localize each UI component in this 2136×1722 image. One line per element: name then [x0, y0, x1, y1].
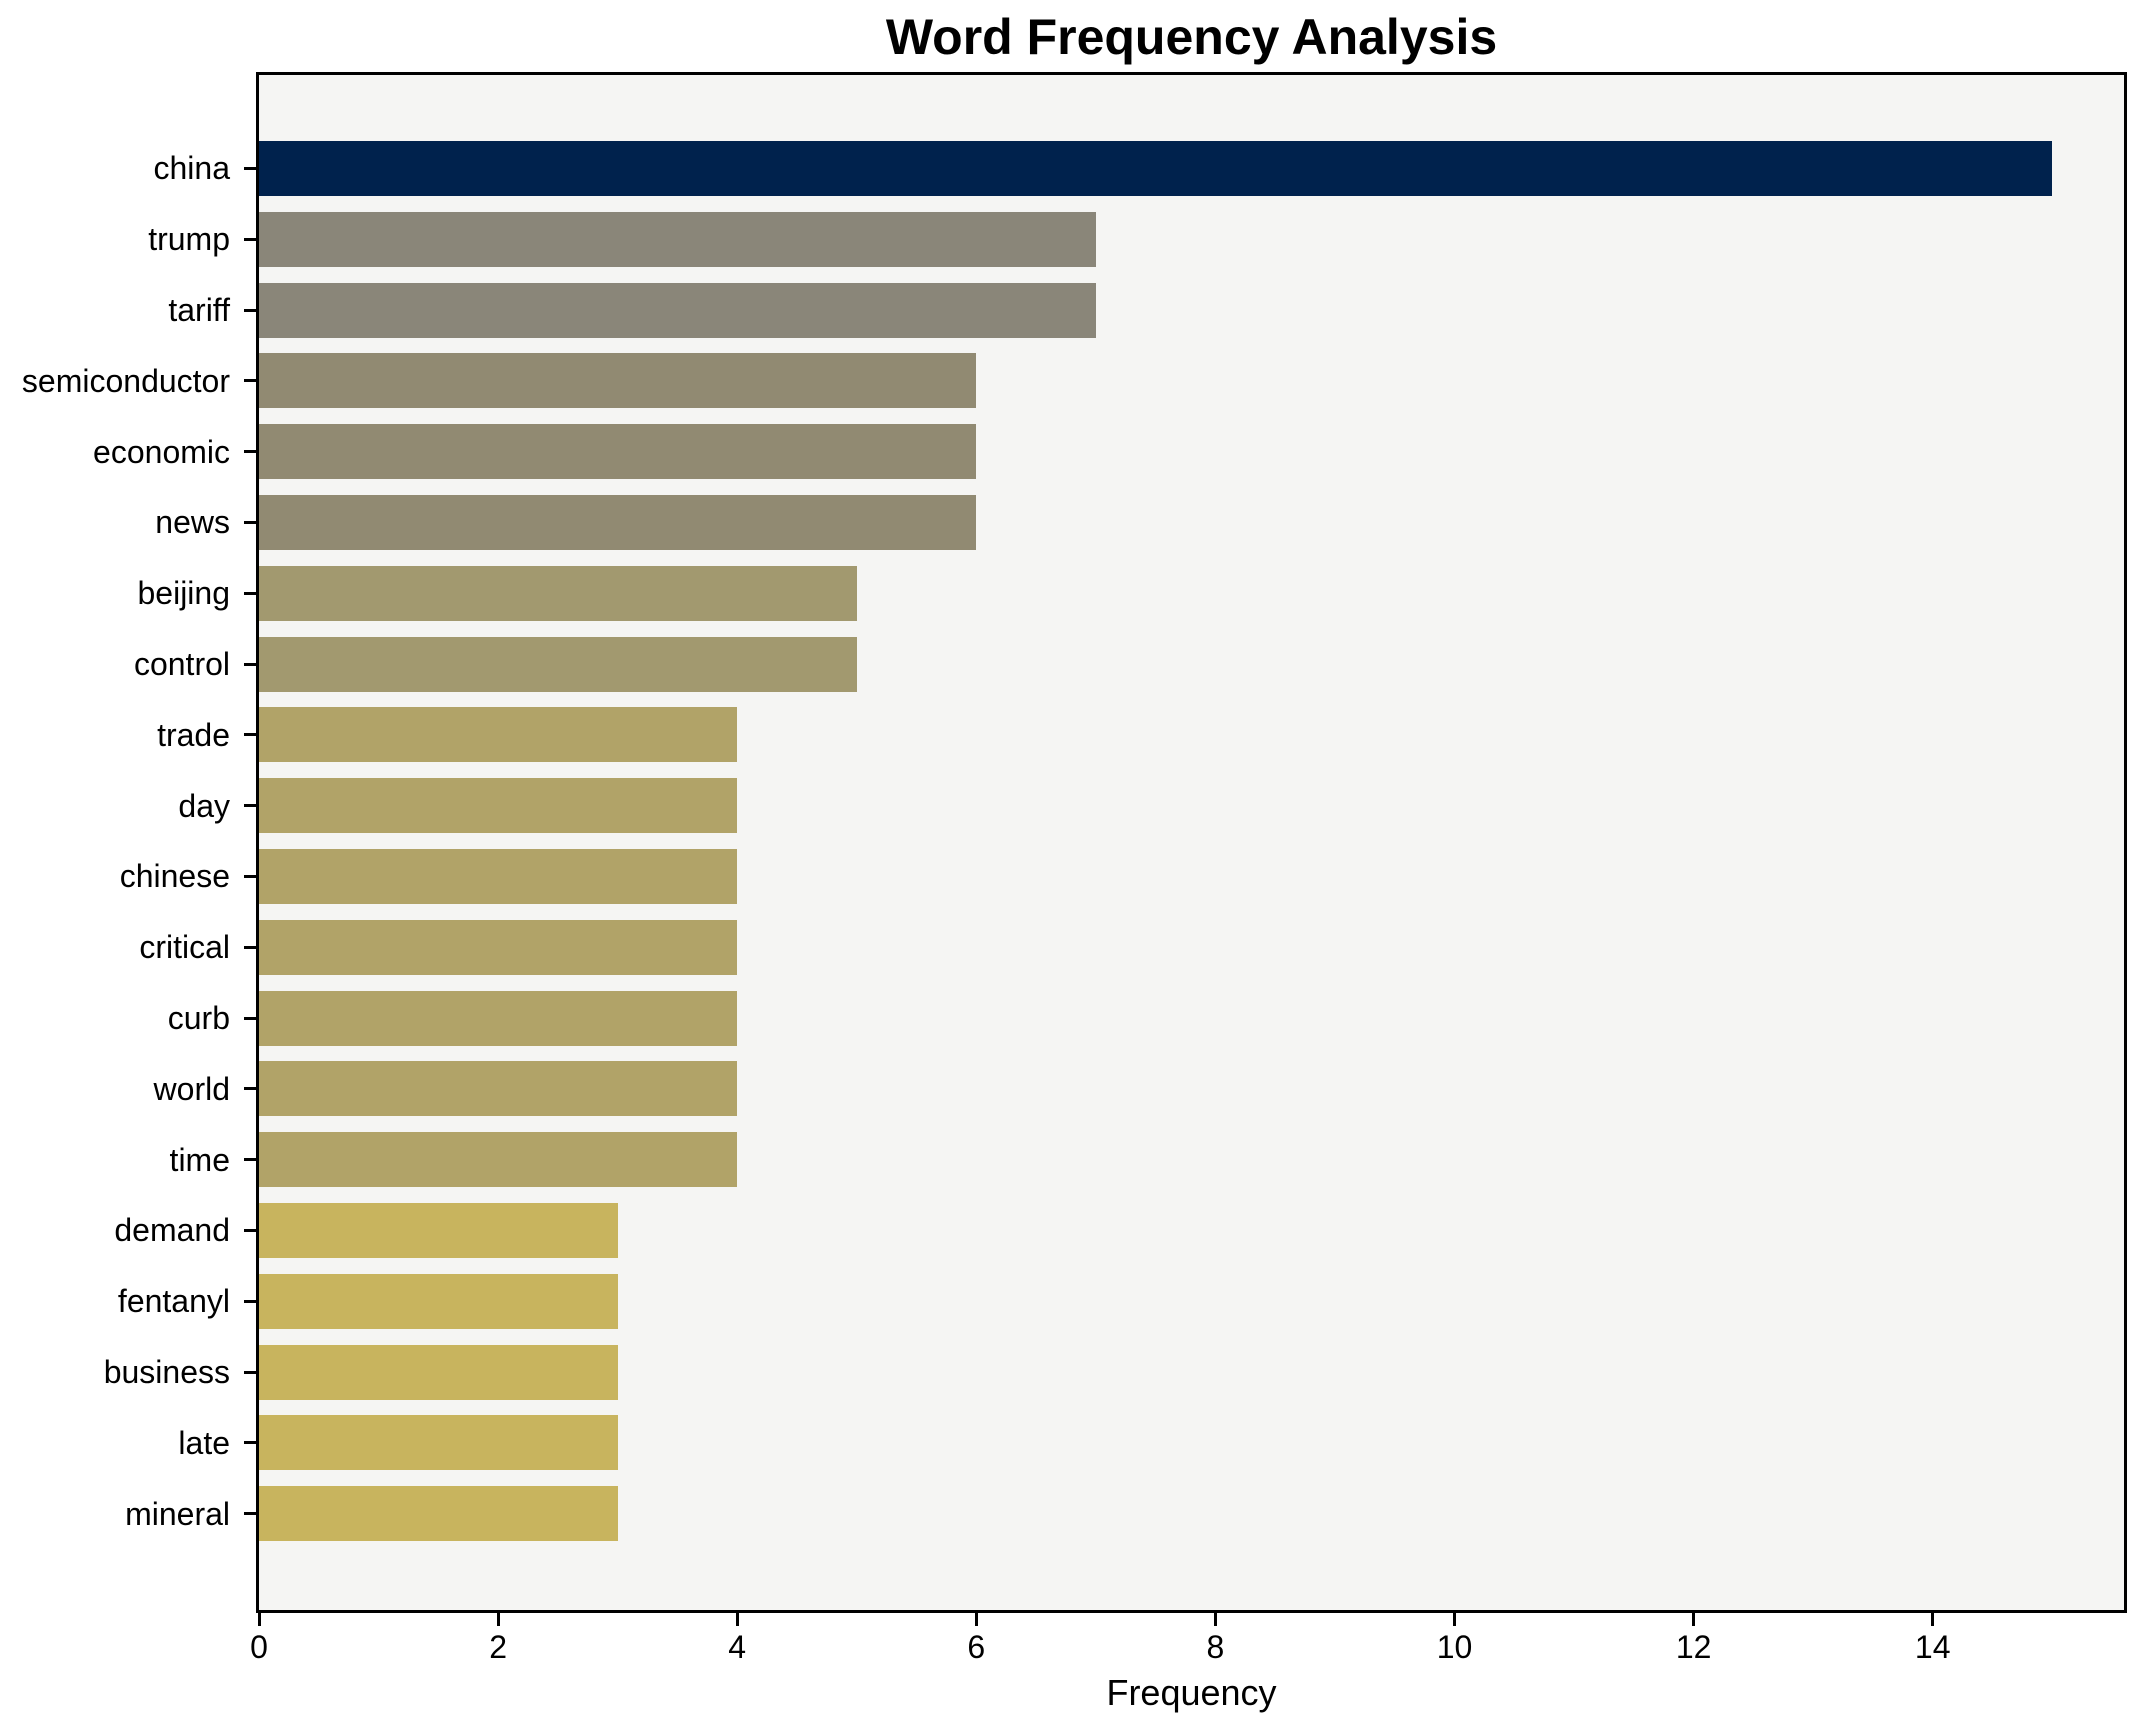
y-tick-mark: [244, 1441, 256, 1445]
y-tick-label-critical: critical: [139, 929, 230, 966]
bar-demand: [259, 1202, 618, 1258]
y-tick-mark: [244, 379, 256, 383]
x-axis-label: Frequency: [1106, 1672, 1277, 1713]
y-tick-label-day: day: [178, 787, 230, 824]
y-tick-label-mineral: mineral: [125, 1495, 230, 1532]
x-tick-mark: [1453, 1613, 1456, 1626]
y-tick-mark: [244, 874, 256, 878]
x-tick-mark: [735, 1613, 739, 1626]
y-tick-mark: [244, 520, 256, 524]
y-tick-mark: [244, 237, 256, 241]
y-tick-label-fentanyl: fentanyl: [117, 1283, 230, 1320]
x-tick-label-6: 6: [967, 1629, 986, 1665]
y-tick-label-trade: trade: [157, 716, 230, 753]
x-tick-label-8: 8: [1206, 1629, 1225, 1665]
x-tick-label-14: 14: [1914, 1629, 1951, 1665]
y-tick-label-trump: trump: [148, 221, 230, 258]
bar-curb: [259, 990, 738, 1046]
y-tick-label-business: business: [103, 1354, 230, 1390]
y-tick-mark: [244, 1158, 256, 1162]
y-tick-label-world: world: [153, 1070, 230, 1107]
y-tick-mark: [244, 591, 256, 595]
y-tick-label-late: late: [178, 1424, 230, 1461]
x-tick-label-12: 12: [1675, 1629, 1712, 1665]
bar-news: [259, 494, 977, 550]
bar-beijing: [259, 565, 857, 621]
y-tick-mark: [244, 1299, 256, 1303]
y-tick-label-chinese: chinese: [119, 858, 230, 895]
bar-trump: [259, 211, 1096, 267]
y-tick-mark: [244, 1228, 256, 1232]
y-tick-label-economic: economic: [93, 433, 230, 470]
plot-area: [256, 72, 2127, 1613]
bar-mineral: [259, 1486, 618, 1542]
y-tick-mark: [244, 733, 256, 737]
y-tick-mark: [244, 1512, 256, 1516]
y-tick-label-beijing: beijing: [137, 575, 230, 612]
x-tick-mark: [1213, 1613, 1217, 1626]
bar-trade: [259, 707, 738, 763]
y-tick-mark: [244, 662, 256, 666]
bar-time: [259, 1132, 738, 1188]
y-tick-label-china: china: [153, 150, 231, 187]
bar-chinese: [259, 848, 738, 904]
bar-business: [259, 1344, 618, 1400]
bar-late: [259, 1415, 618, 1471]
bar-day: [259, 778, 738, 834]
y-tick-label-tariff: tariff: [168, 292, 230, 328]
y-tick-label-time: time: [169, 1141, 230, 1178]
y-tick-mark: [244, 308, 256, 312]
bar-china: [259, 140, 2053, 196]
y-tick-label-semiconductor: semiconductor: [21, 362, 230, 399]
x-tick-label-10: 10: [1436, 1629, 1473, 1665]
y-tick-label-demand: demand: [114, 1212, 230, 1249]
y-tick-mark: [244, 804, 256, 808]
y-tick-mark: [244, 945, 256, 949]
bar-world: [259, 1061, 738, 1117]
x-tick-mark: [496, 1613, 500, 1626]
x-tick-label-2: 2: [489, 1629, 507, 1665]
x-tick-mark: [257, 1613, 261, 1626]
chart-title: Word Frequency Analysis: [885, 9, 1498, 65]
y-tick-mark: [244, 1370, 256, 1374]
bar-economic: [259, 424, 977, 480]
y-tick-mark: [244, 1087, 256, 1091]
y-tick-label-news: news: [155, 504, 230, 541]
x-tick-mark: [974, 1613, 978, 1626]
y-tick-mark: [244, 166, 256, 170]
bar-semiconductor: [259, 353, 977, 409]
y-tick-label-curb: curb: [167, 1000, 230, 1036]
y-tick-label-control: control: [133, 646, 230, 682]
x-tick-label-4: 4: [728, 1629, 747, 1665]
bar-tariff: [259, 282, 1096, 338]
bar-critical: [259, 919, 738, 975]
bar-fentanyl: [259, 1273, 618, 1329]
x-tick-label-0: 0: [250, 1629, 268, 1665]
y-tick-mark: [244, 1016, 256, 1020]
bar-control: [259, 636, 857, 692]
y-tick-mark: [244, 450, 256, 454]
x-tick-mark: [1931, 1613, 1935, 1626]
x-tick-mark: [1692, 1613, 1696, 1626]
